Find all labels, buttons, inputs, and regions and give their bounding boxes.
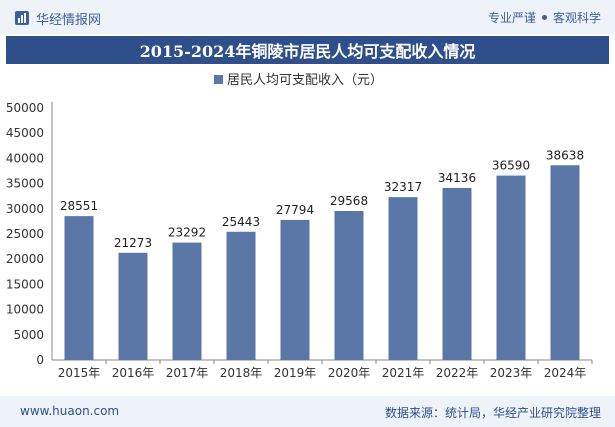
y-tick-label: 10000 xyxy=(6,303,44,317)
x-tick-label: 2024年 xyxy=(544,366,587,380)
header-bar: 华经情报网 专业严谨 客观科学 xyxy=(0,0,615,34)
title-bar: 2015-2024年铜陵市居民人均可支配收入情况 xyxy=(6,36,609,64)
bar xyxy=(118,252,148,360)
data-source: 数据来源：统计局，华经产业研究院整理 xyxy=(384,406,601,420)
data-label: 34136 xyxy=(438,171,476,185)
logo-icon xyxy=(15,11,29,25)
x-tick-label: 2015年 xyxy=(58,366,101,380)
y-tick-label: 20000 xyxy=(6,252,44,266)
y-tick-label: 35000 xyxy=(6,177,44,191)
bar xyxy=(388,197,418,360)
y-tick-label: 5000 xyxy=(13,328,44,342)
x-tick-label: 2021年 xyxy=(382,366,425,380)
y-tick-label: 50000 xyxy=(6,101,44,115)
legend: 居民人均可支配收入（元） xyxy=(214,73,383,88)
tagline-left: 专业严谨 xyxy=(487,11,536,25)
x-tick-label: 2017年 xyxy=(166,366,209,380)
data-label: 23292 xyxy=(168,226,206,240)
y-tick-label: 30000 xyxy=(6,202,44,216)
x-tick-label: 2018年 xyxy=(220,366,263,380)
bar xyxy=(442,187,472,360)
y-tick-label: 15000 xyxy=(6,277,44,291)
y-tick-label: 40000 xyxy=(6,151,44,165)
x-tick-label: 2019年 xyxy=(274,366,317,380)
tagline: 专业严谨 客观科学 xyxy=(488,9,601,26)
data-label: 36590 xyxy=(492,159,530,173)
brand-name: 华经情报网 xyxy=(36,12,102,28)
y-tick-label: 45000 xyxy=(6,126,44,140)
bar xyxy=(64,216,94,360)
tagline-right: 客观科学 xyxy=(552,11,601,25)
footer-bar: www.huaon.com 数据来源：统计局，华经产业研究院整理 xyxy=(0,396,615,427)
bar xyxy=(334,210,364,360)
data-label: 32317 xyxy=(384,180,422,194)
bar xyxy=(496,175,526,360)
bar xyxy=(226,231,256,360)
y-tick-label: 0 xyxy=(36,353,44,367)
site-url: www.huaon.com xyxy=(20,404,120,418)
legend-label: 居民人均可支配收入（元） xyxy=(227,73,383,88)
bar xyxy=(550,165,580,360)
bar xyxy=(280,219,310,360)
data-label: 38638 xyxy=(546,148,584,162)
bar-chart: 居民人均可支配收入（元） 0 5000 10000 15000 20000 25000 300… xyxy=(6,73,593,380)
x-tick-label: 2023年 xyxy=(490,366,533,380)
data-label: 21273 xyxy=(114,236,152,250)
x-tick-label: 2016年 xyxy=(112,366,155,380)
legend-swatch xyxy=(214,75,223,84)
bar xyxy=(172,242,202,360)
brand: 华经情报网 xyxy=(14,9,102,28)
data-label: 27794 xyxy=(276,203,314,217)
separator-dot-icon xyxy=(541,15,547,20)
x-tick-label: 2022年 xyxy=(436,366,479,380)
data-label: 25443 xyxy=(222,215,260,229)
y-tick-label: 25000 xyxy=(6,227,44,241)
data-label: 28551 xyxy=(60,199,98,213)
data-label: 29568 xyxy=(330,194,368,208)
x-tick-label: 2020年 xyxy=(328,366,371,380)
chart-title: 2015-2024年铜陵市居民人均可支配收入情况 xyxy=(139,42,476,61)
